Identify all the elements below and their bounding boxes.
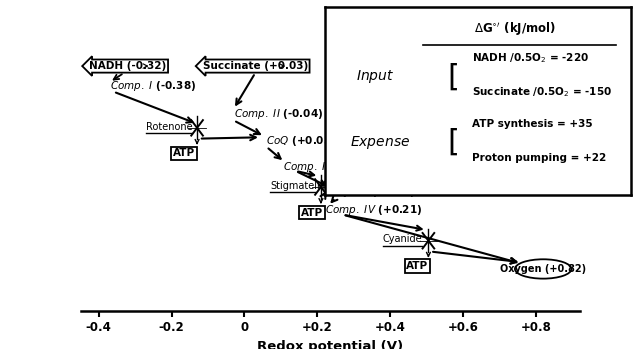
Text: Cyanide: Cyanide <box>383 235 422 244</box>
Text: Stigmatellin: Stigmatellin <box>270 181 328 191</box>
Text: $\mathit{CoQ}$ (+0.05): $\mathit{CoQ}$ (+0.05) <box>267 134 337 148</box>
Text: ATP: ATP <box>173 148 195 158</box>
Text: $\mathit{Cyt.\ c}$ (+0.24): $\mathit{Cyt.\ c}$ (+0.24) <box>336 185 415 199</box>
Text: [: [ <box>448 128 459 157</box>
Text: $\mathit{Comp.\ I}$ (-0.38): $\mathit{Comp.\ I}$ (-0.38) <box>109 79 196 93</box>
Text: Succinate (+0.03): Succinate (+0.03) <box>203 61 308 71</box>
Text: NADH /0.5O$_2$ = -220: NADH /0.5O$_2$ = -220 <box>472 51 589 65</box>
Text: $\mathit{Comp.\ II}$ (-0.04): $\mathit{Comp.\ II}$ (-0.04) <box>234 107 323 121</box>
Text: NADH (-0.32): NADH (-0.32) <box>90 61 167 71</box>
Text: Succinate /0.5O$_2$ = -150: Succinate /0.5O$_2$ = -150 <box>472 85 612 99</box>
Text: $\mathit{Expense}$: $\mathit{Expense}$ <box>350 134 410 151</box>
Text: ATP: ATP <box>406 261 428 271</box>
X-axis label: Redox potential (V): Redox potential (V) <box>257 340 403 349</box>
Text: Oxygen (+0.82): Oxygen (+0.82) <box>500 264 586 274</box>
Text: ATP synthesis = +35: ATP synthesis = +35 <box>472 119 592 129</box>
Text: $\mathit{Comp.\ IV}$ (+0.21): $\mathit{Comp.\ IV}$ (+0.21) <box>325 203 422 217</box>
Text: Proton pumping = +22: Proton pumping = +22 <box>472 153 606 163</box>
Text: ATP: ATP <box>301 208 323 217</box>
Text: Rotenone: Rotenone <box>146 121 193 132</box>
Text: $\mathit{Input}$: $\mathit{Input}$ <box>355 68 394 85</box>
Text: [: [ <box>448 62 459 91</box>
Text: $\mathit{Comp.\ III}$ (-0.03): $\mathit{Comp.\ III}$ (-0.03) <box>283 160 375 174</box>
Text: $\Delta$G$^{\circ\prime}$ (kJ/mol): $\Delta$G$^{\circ\prime}$ (kJ/mol) <box>474 21 556 38</box>
